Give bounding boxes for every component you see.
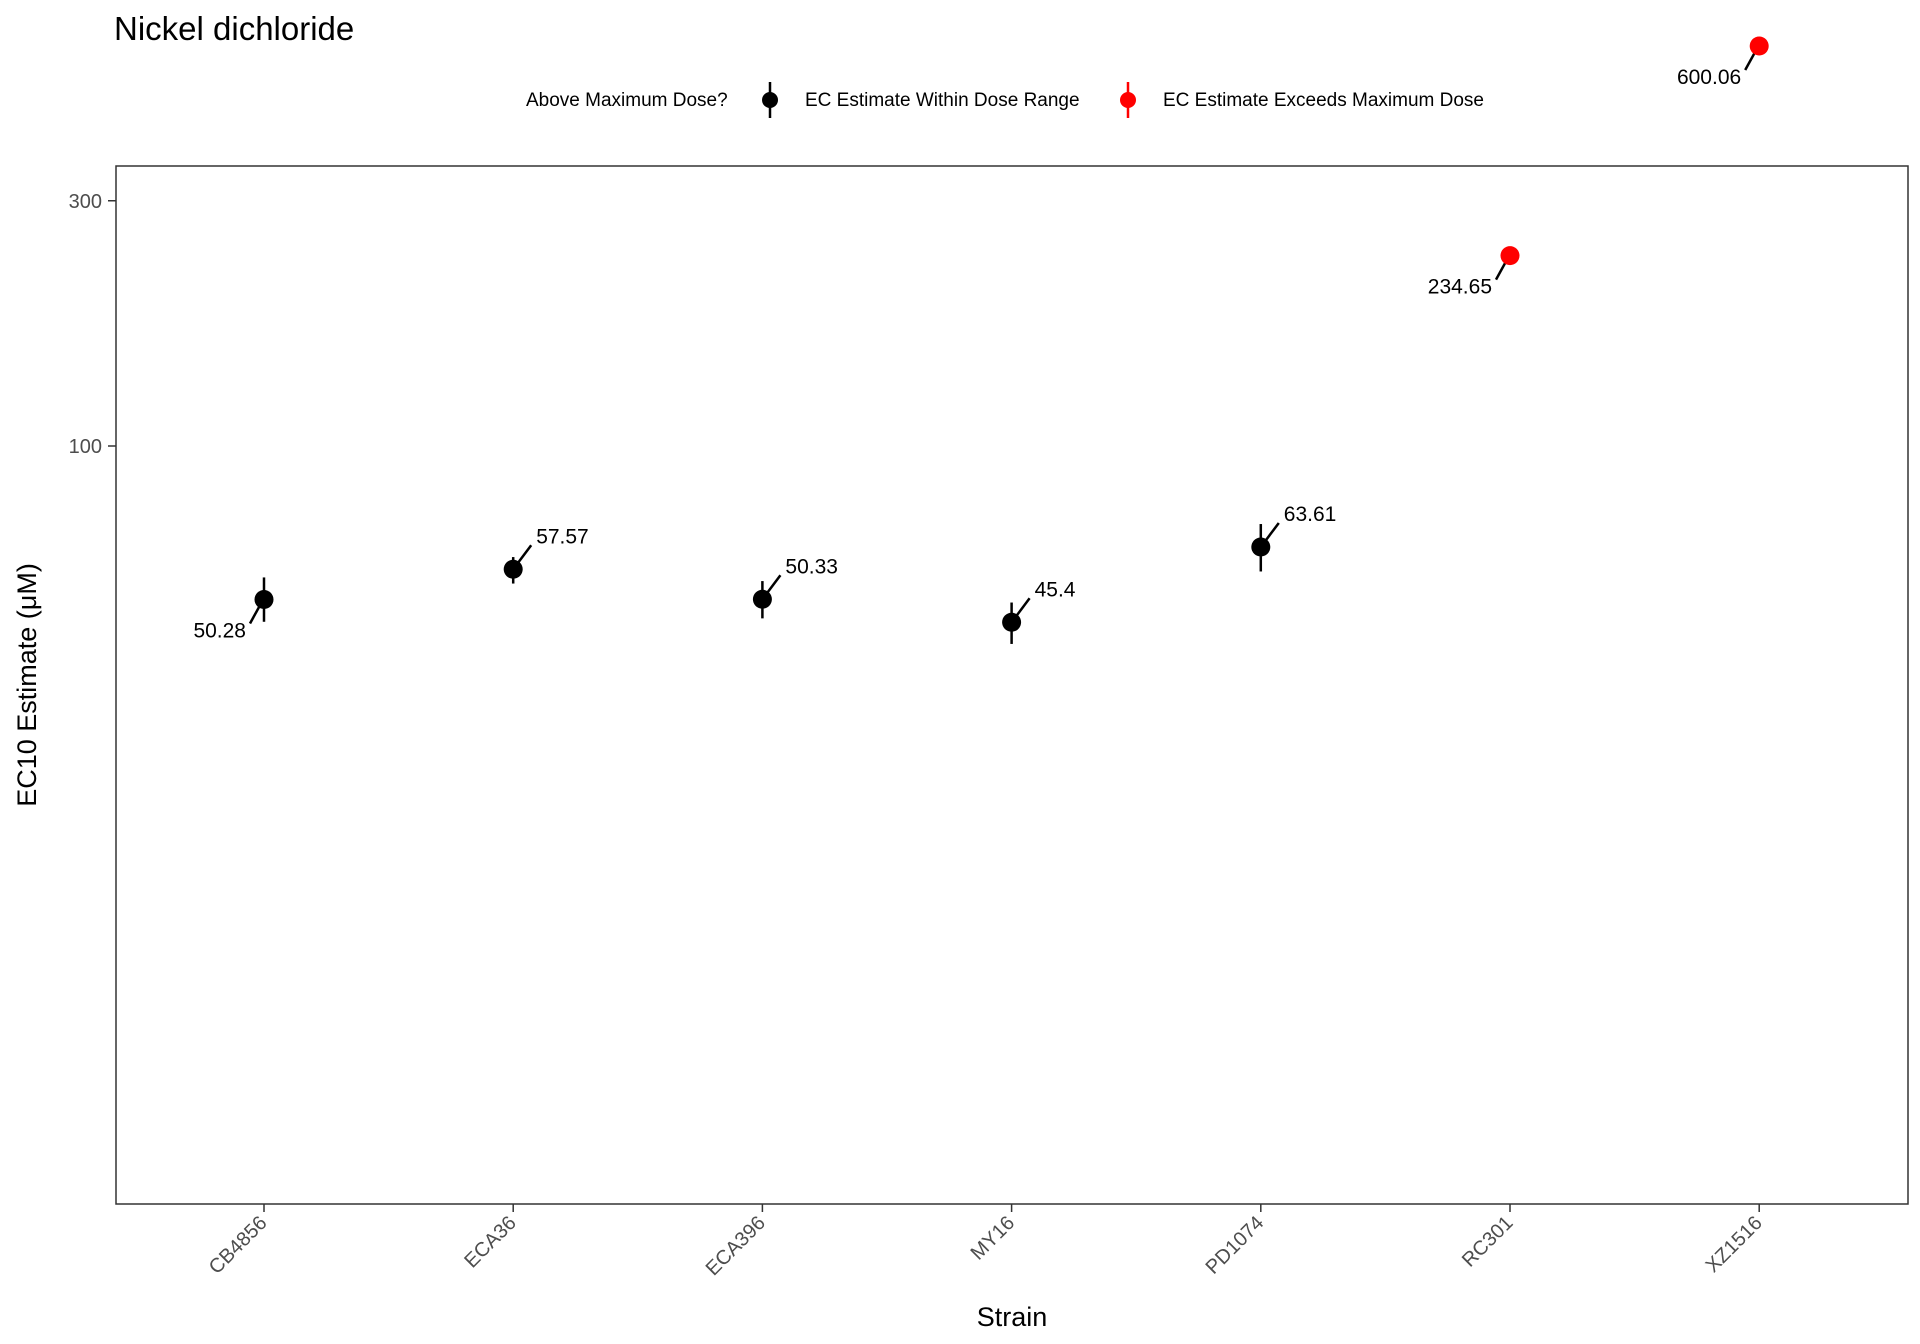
data-point-xz1516 [1749,36,1769,56]
data-label: 63.61 [1284,503,1337,526]
y-axis-title: EC10 Estimate (μM) [12,563,42,807]
legend-title: Above Maximum Dose? [526,90,728,111]
legend: Above Maximum Dose? EC Estimate Within D… [0,82,1920,122]
x-tick-label: ECA396 [702,1212,770,1280]
data-label: 600.06 [1677,66,1741,89]
data-label: 234.65 [1428,276,1492,299]
x-tick-label: ECA36 [460,1212,520,1272]
data-label: 57.57 [536,525,589,548]
x-tick-label: XZ1516 [1702,1212,1767,1277]
data-point-cb4856 [254,589,274,609]
data-point-pd1074 [1251,537,1271,557]
data-point-eca396 [752,589,772,609]
x-tick-label: MY16 [967,1212,1020,1265]
data-point-eca36 [503,559,523,579]
data-label: 50.28 [193,619,246,642]
legend-label-within: EC Estimate Within Dose Range [805,90,1080,111]
x-axis-title: Strain [977,1302,1048,1332]
data-label: 50.33 [785,555,838,578]
x-tick-label: PD1074 [1202,1212,1269,1279]
y-tick-label: 300 [69,191,102,213]
y-tick-label: 100 [69,436,102,458]
chart-title: Nickel dichloride [114,10,355,47]
data-point-my16 [1002,612,1022,632]
data-label: 45.4 [1035,578,1076,601]
data-point-rc301 [1500,246,1520,266]
x-tick-label: CB4856 [205,1212,272,1279]
legend-key-within [762,82,778,118]
legend-label-exceeds: EC Estimate Exceeds Maximum Dose [1163,90,1484,111]
legend-key-exceeds [1120,82,1136,118]
plot-panel-border [115,165,1909,1205]
x-tick-label: RC301 [1458,1212,1518,1272]
